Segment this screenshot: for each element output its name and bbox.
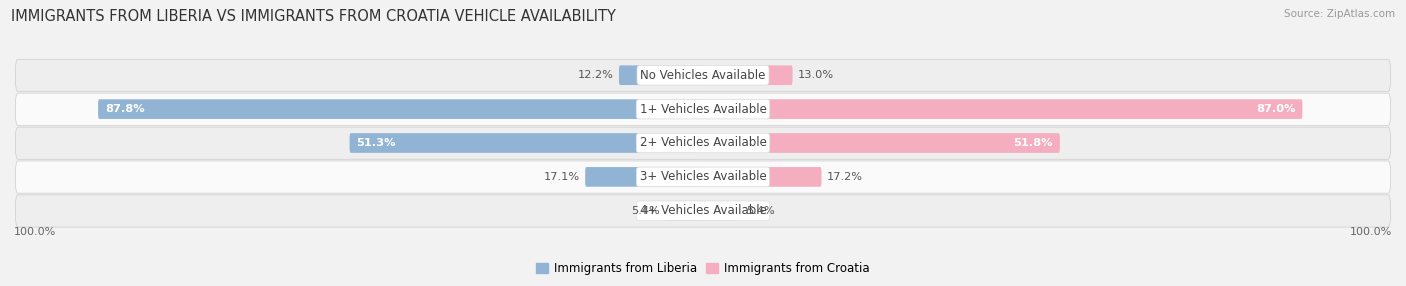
FancyBboxPatch shape bbox=[666, 201, 703, 221]
Text: 1+ Vehicles Available: 1+ Vehicles Available bbox=[640, 103, 766, 116]
FancyBboxPatch shape bbox=[15, 195, 1391, 227]
Text: Source: ZipAtlas.com: Source: ZipAtlas.com bbox=[1284, 9, 1395, 19]
Text: 17.2%: 17.2% bbox=[827, 172, 863, 182]
FancyBboxPatch shape bbox=[98, 99, 703, 119]
Text: 5.4%: 5.4% bbox=[631, 206, 661, 216]
Text: 3+ Vehicles Available: 3+ Vehicles Available bbox=[640, 170, 766, 183]
FancyBboxPatch shape bbox=[15, 127, 1391, 159]
Text: IMMIGRANTS FROM LIBERIA VS IMMIGRANTS FROM CROATIA VEHICLE AVAILABILITY: IMMIGRANTS FROM LIBERIA VS IMMIGRANTS FR… bbox=[11, 9, 616, 23]
Text: 87.0%: 87.0% bbox=[1256, 104, 1295, 114]
Text: 12.2%: 12.2% bbox=[578, 70, 613, 80]
FancyBboxPatch shape bbox=[703, 99, 1302, 119]
Text: 87.8%: 87.8% bbox=[105, 104, 145, 114]
Legend: Immigrants from Liberia, Immigrants from Croatia: Immigrants from Liberia, Immigrants from… bbox=[531, 257, 875, 280]
Text: 100.0%: 100.0% bbox=[14, 227, 56, 237]
FancyBboxPatch shape bbox=[15, 161, 1391, 193]
Text: No Vehicles Available: No Vehicles Available bbox=[640, 69, 766, 82]
FancyBboxPatch shape bbox=[703, 65, 793, 85]
FancyBboxPatch shape bbox=[15, 93, 1391, 125]
Text: 17.1%: 17.1% bbox=[544, 172, 579, 182]
FancyBboxPatch shape bbox=[350, 133, 703, 153]
Text: 4+ Vehicles Available: 4+ Vehicles Available bbox=[640, 204, 766, 217]
Text: 5.4%: 5.4% bbox=[745, 206, 775, 216]
FancyBboxPatch shape bbox=[585, 167, 703, 187]
FancyBboxPatch shape bbox=[619, 65, 703, 85]
Text: 13.0%: 13.0% bbox=[799, 70, 834, 80]
FancyBboxPatch shape bbox=[15, 59, 1391, 92]
Text: 51.8%: 51.8% bbox=[1014, 138, 1053, 148]
Text: 51.3%: 51.3% bbox=[357, 138, 396, 148]
FancyBboxPatch shape bbox=[703, 133, 1060, 153]
Text: 2+ Vehicles Available: 2+ Vehicles Available bbox=[640, 136, 766, 150]
FancyBboxPatch shape bbox=[703, 167, 821, 187]
Text: 100.0%: 100.0% bbox=[1350, 227, 1392, 237]
FancyBboxPatch shape bbox=[703, 201, 740, 221]
